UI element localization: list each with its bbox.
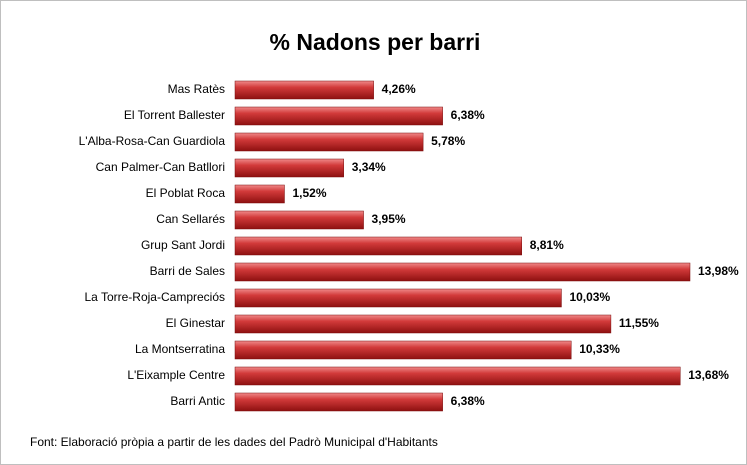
chart-title: % Nadons per barri <box>270 29 481 55</box>
value-label: 10,03% <box>569 290 610 304</box>
bar <box>234 366 681 386</box>
category-label: Can Palmer-Can Batllori <box>96 160 225 174</box>
value-label: 11,55% <box>619 316 659 330</box>
bar <box>234 262 691 282</box>
value-label: 1,52% <box>292 186 326 200</box>
source-note: Font: Elaboració pròpia a partir de les … <box>30 435 438 449</box>
bar <box>234 132 424 152</box>
bar <box>234 210 364 230</box>
category-label: La Torre-Roja-Campreciós <box>85 290 226 304</box>
bar <box>234 236 522 256</box>
value-label: 4,26% <box>382 82 416 96</box>
category-label: El Ginestar <box>166 316 225 330</box>
category-label: El Poblat Roca <box>146 186 226 200</box>
value-label: 6,38% <box>451 108 485 122</box>
bar <box>234 106 443 126</box>
bar <box>234 340 572 360</box>
value-label: 3,95% <box>372 212 406 226</box>
value-label: 3,34% <box>352 160 386 174</box>
category-label: Barri de Sales <box>150 264 225 278</box>
category-label: Barri Antic <box>170 394 225 408</box>
category-label: El Torrent Ballester <box>124 108 225 122</box>
category-label: Grup Sant Jordi <box>141 238 225 252</box>
value-label: 10,33% <box>579 342 620 356</box>
category-label: L'Alba-Rosa-Can Guardiola <box>79 134 226 148</box>
category-label: Can Sellarés <box>156 212 225 226</box>
bar <box>234 158 344 178</box>
category-label: Mas Ratès <box>168 82 225 96</box>
value-label: 8,81% <box>530 238 564 252</box>
bar <box>234 392 443 412</box>
category-label: La Montserratina <box>135 342 225 356</box>
bar <box>234 314 612 334</box>
bar <box>234 184 285 204</box>
value-label: 6,38% <box>451 394 485 408</box>
bar <box>234 80 374 100</box>
bar <box>234 288 562 308</box>
category-label: L'Eixample Centre <box>127 368 225 382</box>
value-label: 13,98% <box>698 264 739 278</box>
value-label: 5,78% <box>431 134 465 148</box>
value-label: 13,68% <box>688 368 729 382</box>
